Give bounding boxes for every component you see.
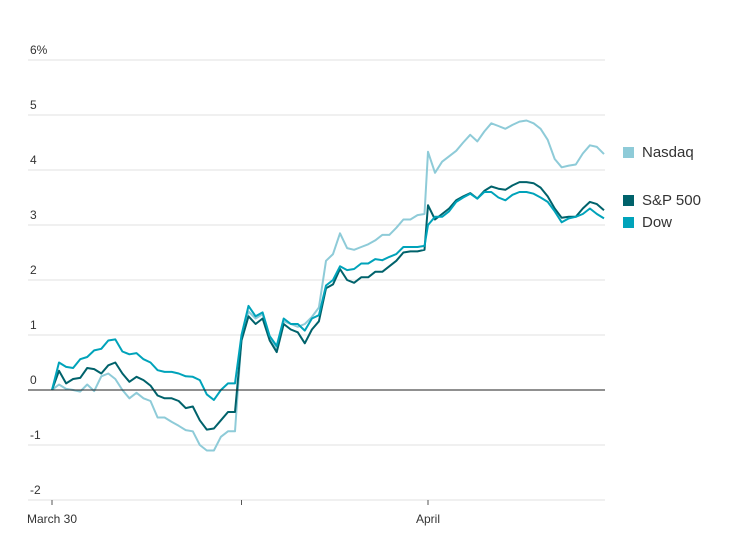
y-tick-label: 4 [30, 153, 37, 167]
y-tick-label: 0 [30, 373, 37, 387]
series-line-nasdaq [51, 119, 605, 452]
legend-item-sp500: S&P 500 [623, 192, 701, 209]
series-line-dow [51, 191, 605, 401]
y-tick-label: 5 [30, 98, 37, 112]
legend-label: S&P 500 [642, 192, 701, 209]
y-tick-label: -1 [30, 428, 41, 442]
x-tick-label: March 30 [27, 512, 77, 526]
legend-item-dow: Dow [623, 214, 672, 231]
legend-swatch [623, 147, 634, 158]
y-tick-label: -2 [30, 483, 41, 497]
y-tick-label: 6% [30, 43, 48, 57]
y-tick-label: 2 [30, 263, 37, 277]
legend-swatch [623, 217, 634, 228]
series-line-sp500 [51, 181, 605, 431]
legend-label: Nasdaq [642, 144, 694, 161]
legend-label: Dow [642, 214, 673, 231]
legend-item-nasdaq: Nasdaq [623, 144, 694, 161]
x-tick-label: April [416, 512, 440, 526]
y-tick-label: 1 [30, 318, 37, 332]
legend-swatch [623, 195, 634, 206]
y-tick-label: 3 [30, 208, 37, 222]
